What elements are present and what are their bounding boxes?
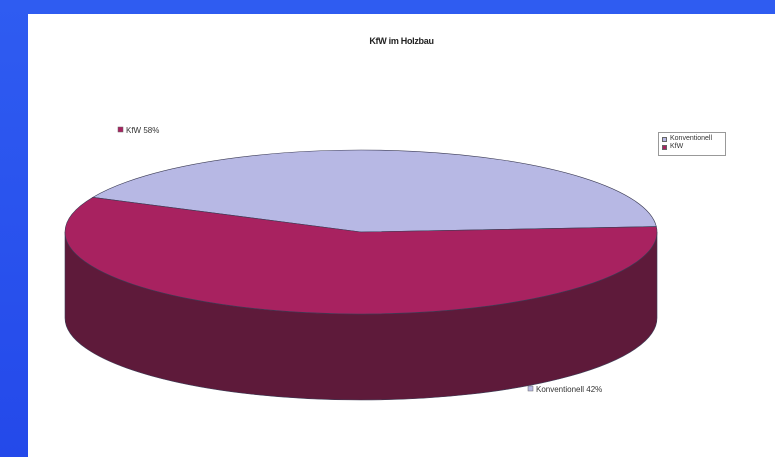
slice-data-label: KfW 58% — [126, 126, 159, 135]
slice-data-label: Konventionell 42% — [536, 385, 602, 394]
chart-title: KfW im Holzbau — [369, 36, 434, 46]
legend-swatch — [662, 144, 667, 150]
legend-label: Konventionell — [670, 135, 713, 142]
pie-slice-kfw — [64, 197, 658, 315]
slice-label-swatch — [527, 385, 534, 392]
chart-area: KfW im Holzbau Konventionell 42% KfW 58% … — [28, 14, 775, 457]
slice-label-swatch — [117, 126, 124, 133]
pie-slice-konventionell — [91, 149, 657, 233]
legend-item-konventionell: Konventionell — [662, 135, 722, 143]
legend-item-kfw: KfW — [662, 143, 722, 151]
legend-swatch — [662, 136, 667, 142]
pie-chart: Konventionell 42% KfW 58% — [64, 126, 658, 401]
legend-label: KfW — [670, 143, 684, 150]
legend: Konventionell KfW — [658, 132, 726, 156]
